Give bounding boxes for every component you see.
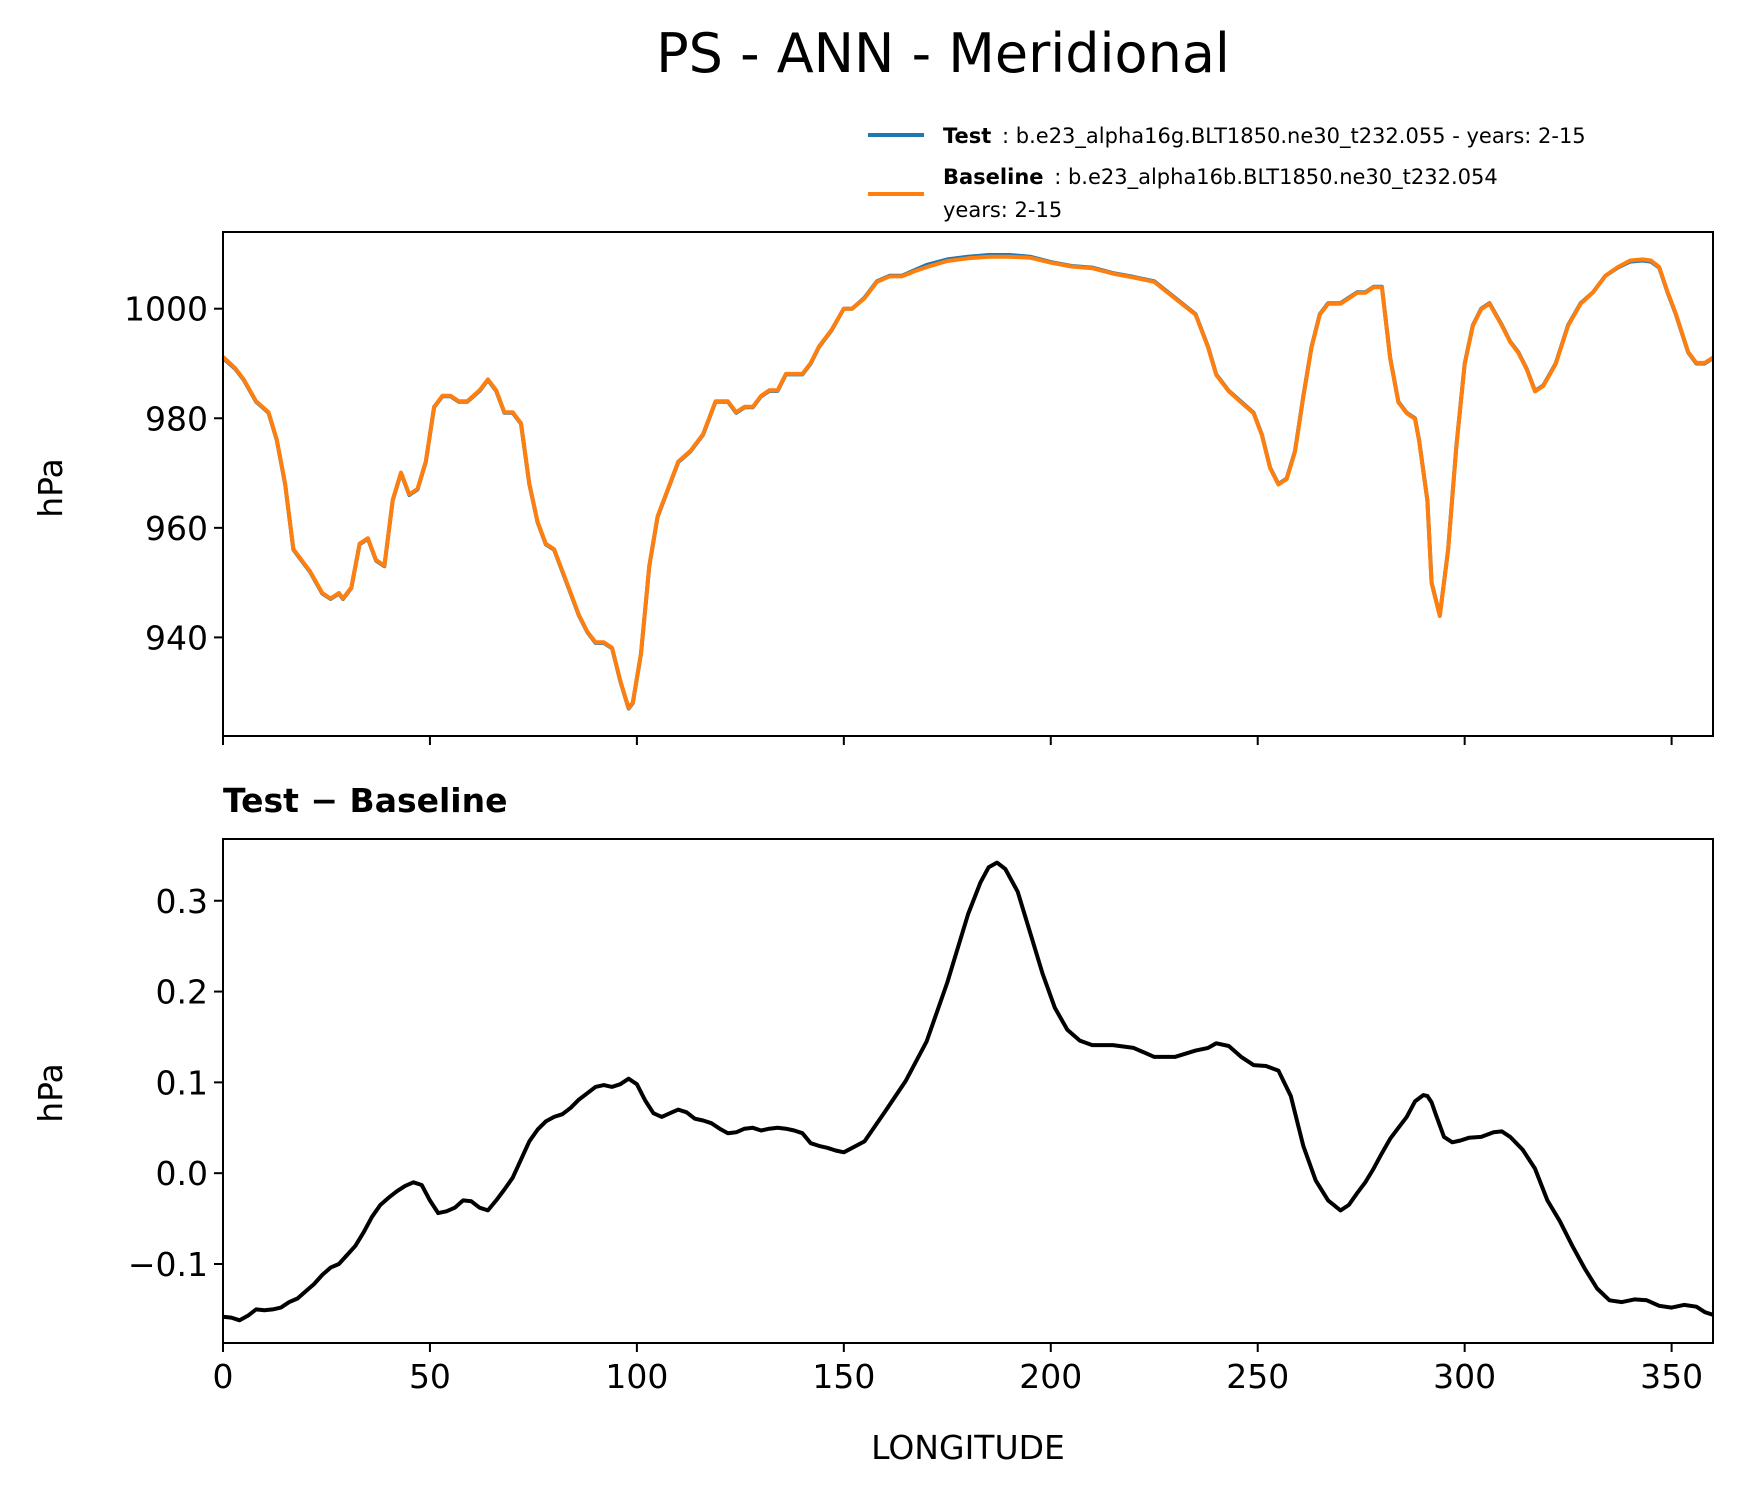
top-panel-x-ticks — [222, 736, 1673, 745]
top-panel-ytick-label: 960 — [145, 509, 208, 548]
bottom-panel-y-ticks: −0.1 0.0 0.1 0.2 0.3 — [128, 882, 223, 1284]
bottom-panel-x-ticks: 0 50 100 150 200 250 300 350 — [213, 1343, 1703, 1396]
bottom-panel-xtick-label: 250 — [1226, 1357, 1289, 1396]
bottom-panel-ytick-label: 0.0 — [156, 1154, 208, 1193]
bottom-panel: Test − Baseline −0.1 0.0 0.1 0.2 0.3 0 50 100 1… — [31, 781, 1714, 1467]
bottom-panel-ylabel: hPa — [31, 1063, 70, 1123]
bottom-panel-ytick-label: 0.2 — [156, 973, 208, 1012]
bottom-panel-series-difference-line — [222, 860, 1714, 1323]
legend-test-name: Test — [943, 124, 991, 148]
bottom-panel-ytick-label: 0.1 — [156, 1063, 208, 1102]
top-panel-ytick-label: 940 — [145, 618, 208, 657]
top-panel-ylabel: hPa — [31, 458, 70, 518]
legend-baseline-label: Baseline : b.e23_alpha16b.BLT1850.ne30_t… — [943, 165, 1498, 190]
legend-test-text: : b.e23_alpha16g.BLT1850.ne30_t232.055 -… — [1002, 124, 1586, 149]
top-panel-series-baseline-line — [221, 254, 1715, 711]
bottom-panel-title: Test − Baseline — [223, 781, 508, 820]
legend-baseline-text: : b.e23_alpha16b.BLT1850.ne30_t232.054 — [1054, 165, 1498, 190]
bottom-panel-xtick-label: 200 — [1019, 1357, 1082, 1396]
legend-baseline-name: Baseline — [943, 165, 1044, 189]
top-panel-ytick-label: 980 — [145, 399, 208, 438]
figure-title: PS - ANN - Meridional — [656, 22, 1230, 85]
bottom-panel-xlabel: LONGITUDE — [871, 1428, 1065, 1467]
legend: Test : b.e23_alpha16g.BLT1850.ne30_t232.… — [868, 124, 1586, 222]
bottom-panel-ytick-label: 0.3 — [156, 882, 208, 921]
bottom-panel-series — [222, 860, 1714, 1323]
bottom-panel-frame — [222, 838, 1714, 1344]
top-panel: 940 960 980 1000 hPa — [31, 231, 1715, 745]
bottom-panel-xtick-label: 50 — [409, 1357, 451, 1396]
top-panel-y-ticks: 940 960 980 1000 — [124, 290, 223, 657]
bottom-panel-xtick-label: 300 — [1433, 1357, 1496, 1396]
top-panel-ytick-label: 1000 — [124, 290, 208, 329]
bottom-panel-xtick-label: 0 — [213, 1357, 234, 1396]
bottom-panel-xtick-label: 350 — [1640, 1357, 1703, 1396]
bottom-panel-xtick-label: 100 — [605, 1357, 668, 1396]
legend-baseline-years: years: 2-15 — [943, 198, 1062, 222]
top-panel-frame — [222, 231, 1714, 737]
bottom-panel-xtick-label: 150 — [812, 1357, 875, 1396]
legend-test-label: Test : b.e23_alpha16g.BLT1850.ne30_t232.… — [943, 124, 1586, 149]
bottom-panel-ytick-label: −0.1 — [128, 1245, 208, 1284]
top-panel-series — [221, 253, 1715, 711]
